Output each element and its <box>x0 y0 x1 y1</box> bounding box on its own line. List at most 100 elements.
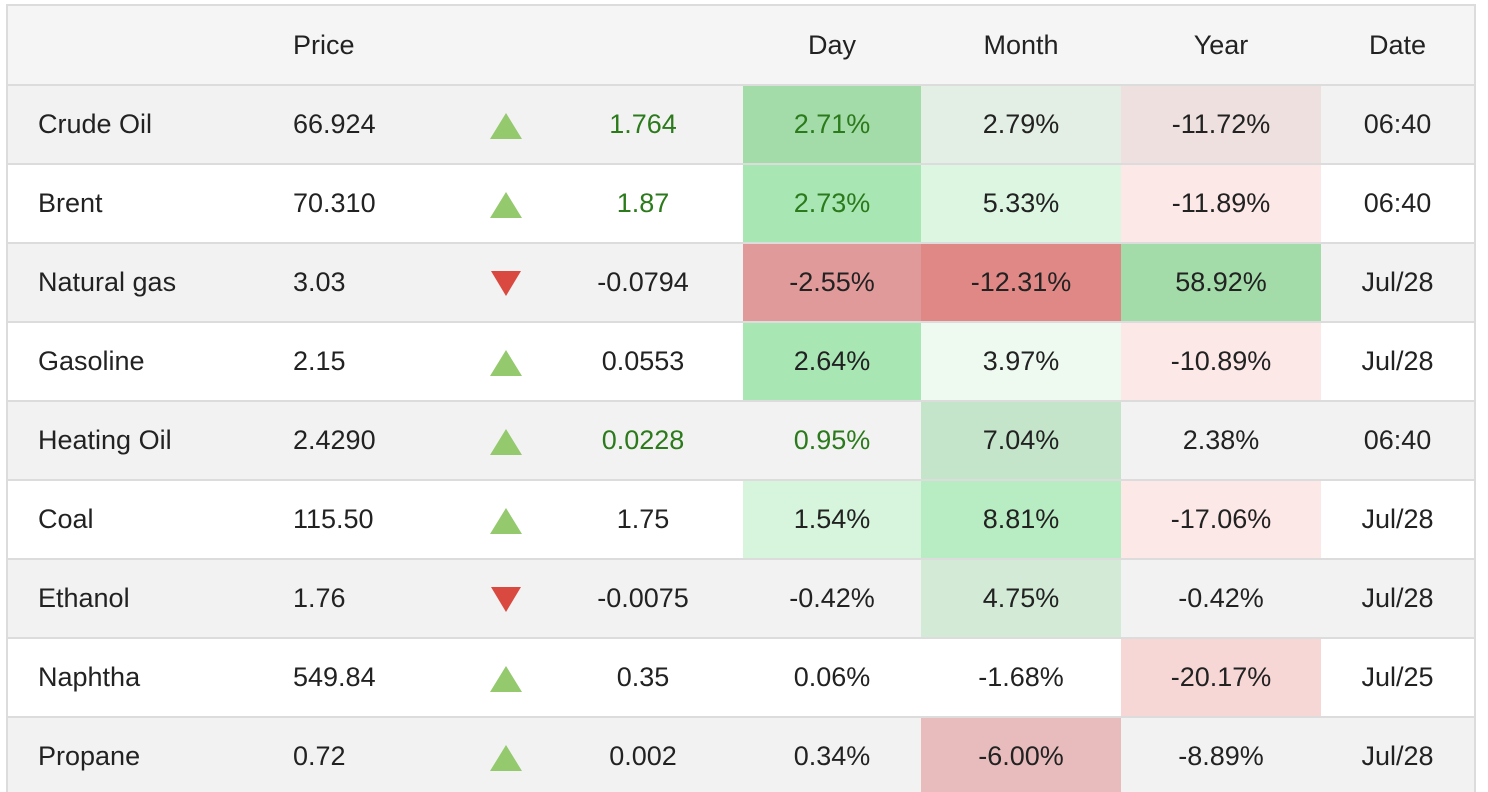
header-date[interactable]: Date <box>1321 6 1474 86</box>
month-percent: 4.75% <box>921 559 1121 639</box>
table-row[interactable]: Crude Oil 66.924 1.764 2.71% 2.79% -11.7… <box>8 85 1474 165</box>
commodity-date: Jul/28 <box>1321 243 1474 323</box>
commodity-change: 0.0228 <box>543 401 743 481</box>
commodity-change: -0.0075 <box>543 559 743 639</box>
commodity-name[interactable]: Heating Oil <box>8 401 258 481</box>
commodity-name[interactable]: Gasoline <box>8 322 258 402</box>
direction-cell <box>468 401 543 481</box>
commodity-date: Jul/28 <box>1321 322 1474 402</box>
month-percent: -6.00% <box>921 717 1121 792</box>
commodities-table-container: Price Day Month Year Date Crude Oil 66.9… <box>6 4 1476 792</box>
commodity-name[interactable]: Natural gas <box>8 243 258 323</box>
year-percent: -11.72% <box>1121 85 1321 165</box>
day-percent: 2.73% <box>743 164 921 244</box>
commodity-change: 1.75 <box>543 480 743 560</box>
commodity-price: 549.84 <box>258 638 468 718</box>
arrow-up-icon <box>489 349 522 376</box>
direction-cell <box>468 717 543 792</box>
commodity-change: 0.0553 <box>543 322 743 402</box>
header-change <box>543 6 743 86</box>
arrow-up-icon <box>489 112 522 139</box>
commodity-date: 06:40 <box>1321 401 1474 481</box>
day-percent: 2.71% <box>743 85 921 165</box>
month-percent: -1.68% <box>921 638 1121 718</box>
table-row[interactable]: Heating Oil 2.4290 0.0228 0.95% 7.04% 2.… <box>8 401 1474 481</box>
commodity-date: 06:40 <box>1321 164 1474 244</box>
arrow-up-icon <box>489 744 522 771</box>
direction-cell <box>468 164 543 244</box>
direction-cell <box>468 243 543 323</box>
year-percent: -0.42% <box>1121 559 1321 639</box>
day-percent: 0.95% <box>743 401 921 481</box>
year-percent: 2.38% <box>1121 401 1321 481</box>
commodity-name[interactable]: Propane <box>8 717 258 792</box>
table-row[interactable]: Gasoline 2.15 0.0553 2.64% 3.97% -10.89%… <box>8 322 1474 402</box>
arrow-up-icon <box>489 507 522 534</box>
day-percent: 2.64% <box>743 322 921 402</box>
month-percent: 8.81% <box>921 480 1121 560</box>
day-percent: -2.55% <box>743 243 921 323</box>
day-percent: -0.42% <box>743 559 921 639</box>
table-row[interactable]: Coal 115.50 1.75 1.54% 8.81% -17.06% Jul… <box>8 480 1474 560</box>
commodity-name[interactable]: Crude Oil <box>8 85 258 165</box>
commodity-price: 0.72 <box>258 717 468 792</box>
day-percent: 1.54% <box>743 480 921 560</box>
day-percent: 0.34% <box>743 717 921 792</box>
commodity-change: -0.0794 <box>543 243 743 323</box>
month-percent: -12.31% <box>921 243 1121 323</box>
commodity-change: 0.35 <box>543 638 743 718</box>
commodity-date: 06:40 <box>1321 85 1474 165</box>
direction-cell <box>468 85 543 165</box>
header-name <box>8 6 258 86</box>
commodity-change: 1.764 <box>543 85 743 165</box>
commodity-date: Jul/25 <box>1321 638 1474 718</box>
year-percent: -17.06% <box>1121 480 1321 560</box>
header-year[interactable]: Year <box>1121 6 1321 86</box>
header-day[interactable]: Day <box>743 6 921 86</box>
table-row[interactable]: Propane 0.72 0.002 0.34% -6.00% -8.89% J… <box>8 717 1474 792</box>
table-row[interactable]: Natural gas 3.03 -0.0794 -2.55% -12.31% … <box>8 243 1474 323</box>
commodity-name[interactable]: Naphtha <box>8 638 258 718</box>
header-price[interactable]: Price <box>258 6 468 86</box>
arrow-up-icon <box>489 428 522 455</box>
commodity-price: 66.924 <box>258 85 468 165</box>
arrow-down-icon <box>490 587 521 613</box>
table-row[interactable]: Ethanol 1.76 -0.0075 -0.42% 4.75% -0.42%… <box>8 559 1474 639</box>
month-percent: 2.79% <box>921 85 1121 165</box>
commodity-name[interactable]: Brent <box>8 164 258 244</box>
commodity-price: 115.50 <box>258 480 468 560</box>
commodity-date: Jul/28 <box>1321 559 1474 639</box>
direction-cell <box>468 480 543 560</box>
month-percent: 5.33% <box>921 164 1121 244</box>
header-arrow <box>468 6 543 86</box>
table-header-row: Price Day Month Year Date <box>8 6 1474 86</box>
direction-cell <box>468 638 543 718</box>
commodity-name[interactable]: Ethanol <box>8 559 258 639</box>
commodity-change: 1.87 <box>543 164 743 244</box>
table-row[interactable]: Naphtha 549.84 0.35 0.06% -1.68% -20.17%… <box>8 638 1474 718</box>
direction-cell <box>468 322 543 402</box>
commodity-price: 2.4290 <box>258 401 468 481</box>
commodity-price: 70.310 <box>258 164 468 244</box>
arrow-down-icon <box>490 271 521 297</box>
commodity-change: 0.002 <box>543 717 743 792</box>
year-percent: -8.89% <box>1121 717 1321 792</box>
commodity-price: 2.15 <box>258 322 468 402</box>
header-month[interactable]: Month <box>921 6 1121 86</box>
year-percent: -10.89% <box>1121 322 1321 402</box>
day-percent: 0.06% <box>743 638 921 718</box>
year-percent: -20.17% <box>1121 638 1321 718</box>
commodity-name[interactable]: Coal <box>8 480 258 560</box>
arrow-up-icon <box>489 191 522 218</box>
commodity-date: Jul/28 <box>1321 717 1474 792</box>
table-body: Crude Oil 66.924 1.764 2.71% 2.79% -11.7… <box>8 85 1474 792</box>
direction-cell <box>468 559 543 639</box>
commodity-price: 3.03 <box>258 243 468 323</box>
commodities-table: Price Day Month Year Date Crude Oil 66.9… <box>8 6 1474 792</box>
month-percent: 3.97% <box>921 322 1121 402</box>
table-row[interactable]: Brent 70.310 1.87 2.73% 5.33% -11.89% 06… <box>8 164 1474 244</box>
commodity-date: Jul/28 <box>1321 480 1474 560</box>
month-percent: 7.04% <box>921 401 1121 481</box>
commodity-price: 1.76 <box>258 559 468 639</box>
arrow-up-icon <box>489 665 522 692</box>
